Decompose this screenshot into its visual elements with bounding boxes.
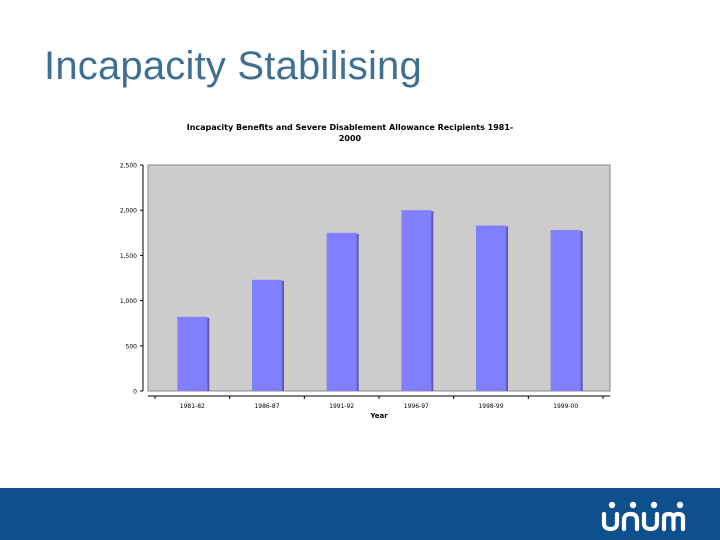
x-tick-label: 1996-97 bbox=[404, 403, 429, 410]
unum-logo: unum bbox=[601, 501, 686, 532]
bar-1986-87 bbox=[252, 279, 282, 391]
y-tick-label: 500 bbox=[126, 343, 138, 350]
chart-canvas: Incapacity Benefits and Severe Disableme… bbox=[120, 123, 611, 420]
logo-letter-n bbox=[621, 511, 640, 532]
bar-1996-97 bbox=[401, 210, 432, 391]
x-axis-label: Year bbox=[369, 412, 388, 420]
y-tick-label: 1,000 bbox=[120, 298, 137, 305]
bars-group bbox=[177, 210, 583, 391]
footer-bar bbox=[0, 488, 720, 540]
logo-letter-u bbox=[641, 511, 660, 532]
x-tick-label: 1999-00 bbox=[553, 403, 578, 410]
chart-title-line-1: Incapacity Benefits and Severe Disableme… bbox=[187, 123, 514, 132]
y-tick-label: 2,500 bbox=[120, 163, 137, 170]
logo-letter-u bbox=[601, 511, 620, 532]
x-tick-label: 1991-92 bbox=[329, 403, 354, 410]
y-tick-label: 2,000 bbox=[120, 208, 137, 215]
page-title: Incapacity Stabilising bbox=[44, 44, 422, 88]
bar-chart: Incapacity Benefits and Severe Disableme… bbox=[100, 110, 630, 430]
plot-area bbox=[147, 164, 611, 392]
y-tick-label: 1,500 bbox=[120, 253, 137, 260]
x-tick-label: 1998-99 bbox=[478, 403, 503, 410]
bar-1991-92 bbox=[326, 232, 357, 391]
logo-letter-m bbox=[661, 511, 686, 532]
y-axis: 0 500 1,000 1,500 2,000 2,500 bbox=[120, 163, 144, 396]
logo-dot-icon bbox=[650, 501, 658, 509]
y-tick-label: 0 bbox=[133, 389, 137, 396]
bar-1998-99 bbox=[476, 225, 506, 391]
bar-1999-00 bbox=[550, 230, 581, 391]
bar-1981-82 bbox=[177, 316, 208, 391]
logo-dot-icon bbox=[676, 501, 684, 509]
x-tick-label: 1981-82 bbox=[180, 403, 205, 410]
x-tick-label: 1986-87 bbox=[254, 403, 279, 410]
logo-dot-icon bbox=[608, 501, 616, 509]
chart-title-line-2: 2000 bbox=[339, 134, 362, 143]
logo-dot-icon bbox=[629, 501, 637, 509]
x-axis: 1981-82 1986-87 1991-92 1996-97 1998-99 1999-… bbox=[148, 395, 610, 410]
